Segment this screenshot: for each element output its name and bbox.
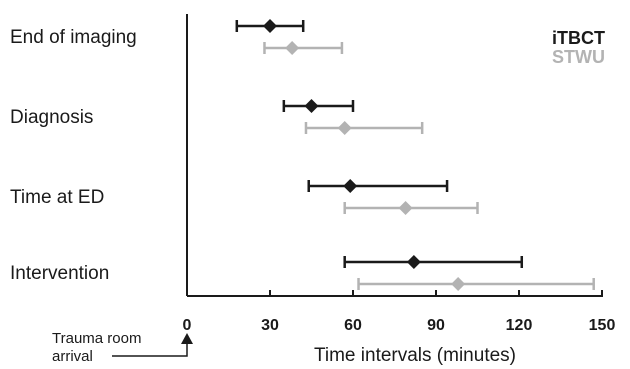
x-ticks: 0 30 60 90 120 150 [183, 290, 616, 334]
median-diamond [337, 121, 352, 135]
median-diamond [285, 41, 300, 55]
x-tick-label: 120 [506, 317, 533, 334]
interval-itbct [343, 255, 524, 269]
median-diamond [263, 19, 277, 33]
interval-itbct [282, 99, 355, 113]
interval-itbct [307, 179, 449, 193]
interval-stwu [357, 277, 595, 291]
category-label: End of imaging [10, 27, 137, 48]
median-diamond [406, 255, 421, 269]
x-axis-label: Time intervals (minutes) [314, 345, 516, 366]
category-label: Diagnosis [10, 107, 93, 128]
x-tick-label: 90 [427, 317, 445, 334]
category-label: Time at ED [10, 187, 104, 208]
annotation-line1: Trauma room [52, 330, 141, 347]
annotation-arrowhead [181, 333, 193, 344]
axes [186, 14, 603, 297]
interval-stwu [263, 41, 344, 55]
annotation-connector [112, 343, 188, 357]
x-tick-label: 0 [183, 317, 192, 334]
category-label: Intervention [10, 263, 109, 284]
median-diamond [451, 277, 466, 291]
data-marks [235, 19, 595, 291]
legend-entry: STWU [552, 47, 605, 67]
interval-stwu [343, 201, 479, 215]
x-tick-label: 150 [589, 317, 616, 334]
annotation-line2: arrival [52, 348, 93, 365]
legend-entry: iTBCT [552, 28, 605, 48]
interval-stwu [304, 121, 424, 135]
median-diamond [343, 179, 358, 193]
interval-itbct [235, 19, 305, 33]
x-tick-label: 60 [344, 317, 362, 334]
x-tick-label: 30 [261, 317, 279, 334]
median-diamond [398, 201, 413, 215]
category-labels: End of imaging Diagnosis Time at ED Interve… [10, 27, 137, 284]
median-diamond [304, 99, 319, 113]
